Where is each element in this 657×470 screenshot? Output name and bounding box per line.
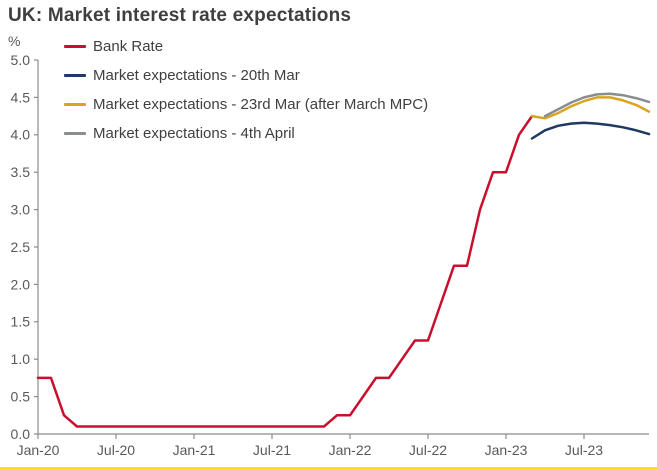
svg-text:Jul-23: Jul-23: [565, 442, 603, 458]
legend-label-expectations-23rd-mar: Market expectations - 23rd Mar (after Ma…: [93, 96, 429, 113]
svg-text:0.0: 0.0: [11, 426, 31, 442]
svg-text:Jul-20: Jul-20: [97, 442, 135, 458]
svg-text:Jan-20: Jan-20: [17, 442, 60, 458]
svg-text:3.5: 3.5: [11, 164, 31, 180]
svg-text:Jul-22: Jul-22: [409, 442, 447, 458]
expectations-23rd-mar-line-swatch: [64, 103, 86, 106]
svg-text:Jul-21: Jul-21: [253, 442, 291, 458]
legend: Bank Rate Market expectations - 20th Mar…: [64, 36, 428, 144]
svg-text:Jan-21: Jan-21: [173, 442, 216, 458]
legend-item-bank-rate: Bank Rate: [64, 36, 428, 57]
svg-text:2.5: 2.5: [11, 239, 31, 255]
legend-label-expectations-4th-april: Market expectations - 4th April: [93, 125, 295, 142]
svg-text:1.5: 1.5: [11, 314, 31, 330]
svg-text:Jan-22: Jan-22: [329, 442, 372, 458]
svg-text:1.0: 1.0: [11, 351, 31, 367]
legend-item-expectations-4th-april: Market expectations - 4th April: [64, 123, 428, 144]
legend-label-expectations-20th-mar: Market expectations - 20th Mar: [93, 67, 300, 84]
bank-rate-line-swatch: [64, 45, 86, 48]
svg-text:5.0: 5.0: [11, 52, 31, 68]
y-axis-unit-label: %: [8, 33, 21, 49]
legend-item-expectations-20th-mar: Market expectations - 20th Mar: [64, 65, 428, 86]
bottom-accent-rule: [0, 467, 657, 470]
svg-text:4.0: 4.0: [11, 127, 31, 143]
svg-text:0.5: 0.5: [11, 389, 31, 405]
expectations-4th-april-line-swatch: [64, 132, 86, 135]
svg-text:4.5: 4.5: [11, 89, 31, 105]
svg-text:3.0: 3.0: [11, 202, 31, 218]
legend-item-expectations-23rd-mar: Market expectations - 23rd Mar (after Ma…: [64, 94, 428, 115]
chart-title: UK: Market interest rate expectations: [8, 5, 352, 26]
svg-text:2.0: 2.0: [11, 276, 31, 292]
svg-text:Jan-23: Jan-23: [485, 442, 528, 458]
legend-label-bank-rate: Bank Rate: [93, 38, 164, 55]
expectations-20th-mar-line-swatch: [64, 74, 86, 77]
